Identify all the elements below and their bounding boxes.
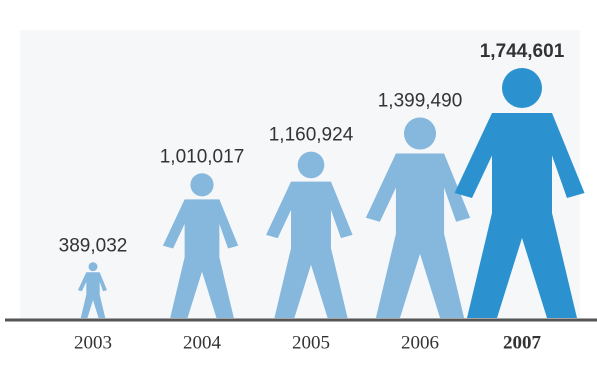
value-label: 389,032 xyxy=(59,235,128,256)
value-label: 1,399,490 xyxy=(378,90,463,111)
player-figure xyxy=(162,173,239,318)
player-figure xyxy=(454,68,585,318)
value-label: 1,744,601 xyxy=(480,41,565,62)
player-figure xyxy=(77,262,107,318)
player-figure xyxy=(266,151,353,318)
category-label: 2006 xyxy=(401,332,439,353)
player-figure xyxy=(365,117,471,318)
category-label: 2004 xyxy=(183,332,222,353)
value-label: 1,160,924 xyxy=(269,125,354,146)
category-label: 2003 xyxy=(74,332,112,353)
category-label: 2005 xyxy=(292,332,330,353)
value-label: 1,010,017 xyxy=(160,146,245,167)
category-label: 2007 xyxy=(503,332,542,353)
